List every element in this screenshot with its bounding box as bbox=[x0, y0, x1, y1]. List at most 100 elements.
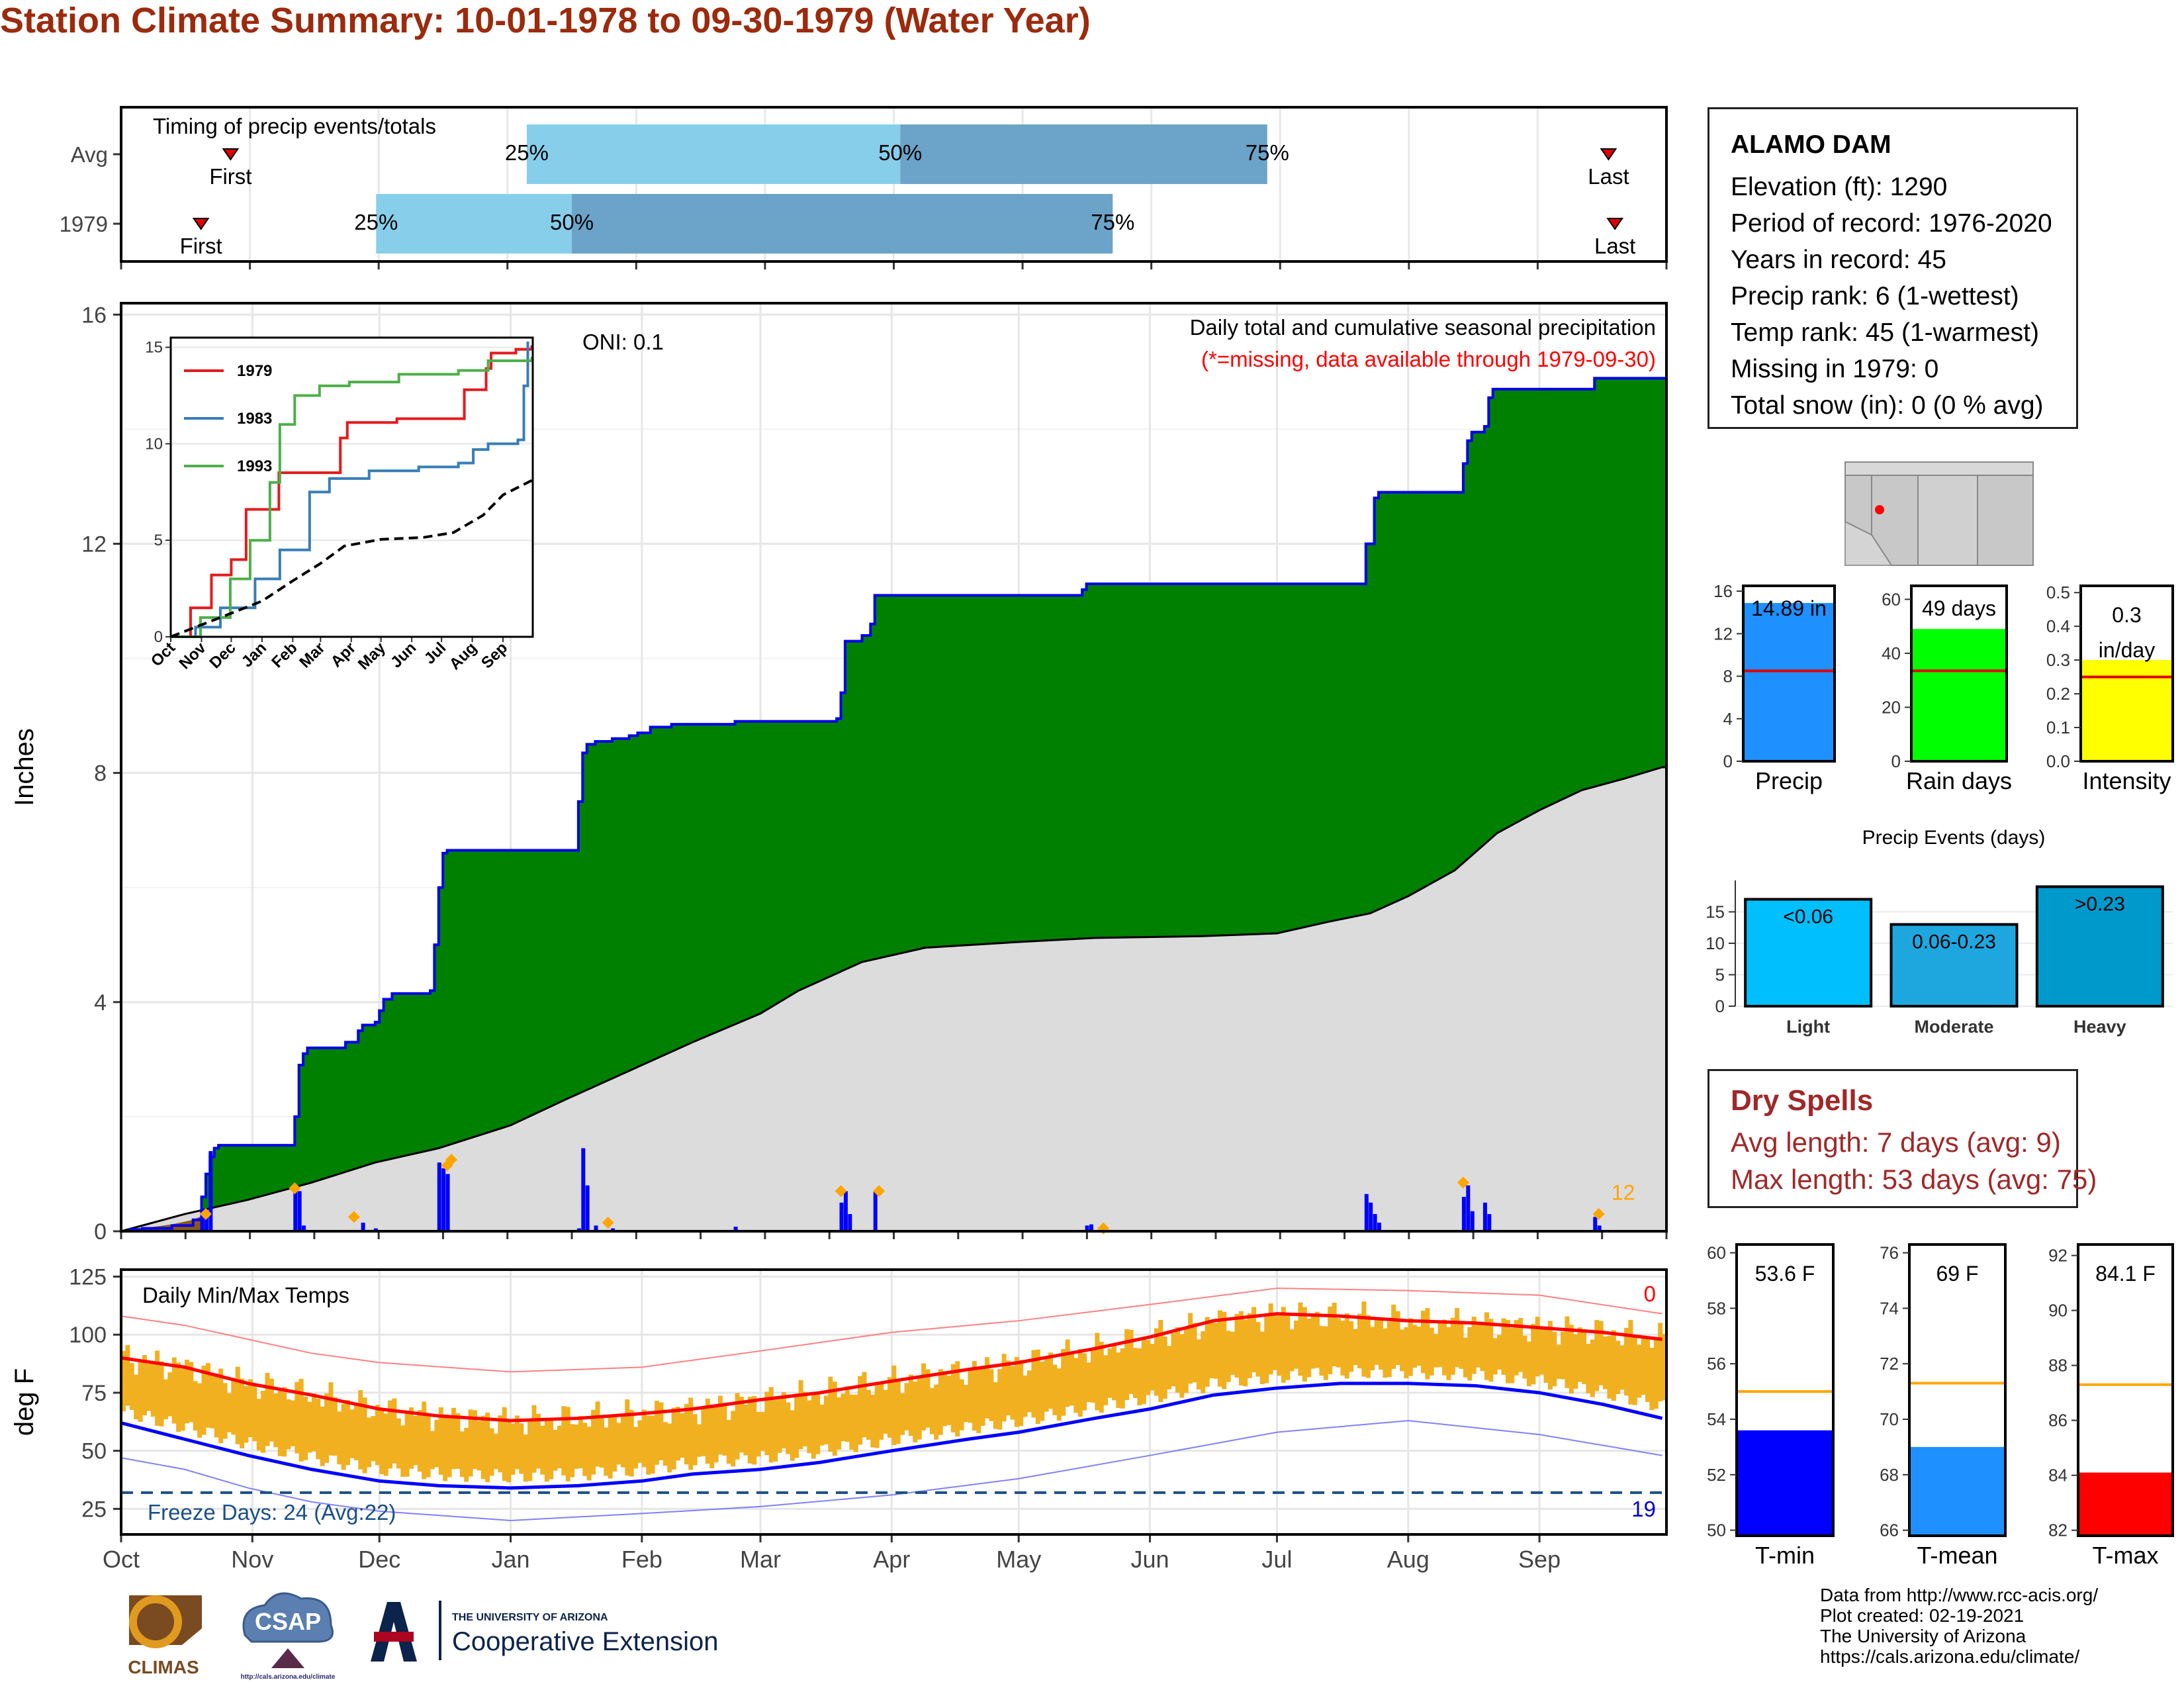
timing-first-label: First bbox=[209, 164, 251, 189]
daily-temp-range-bar bbox=[531, 1405, 537, 1473]
daily-temp-range-bar bbox=[1641, 1336, 1646, 1395]
daily-temp-range-bar bbox=[862, 1372, 867, 1438]
precip-summary-1-ytick-label: 40 bbox=[1882, 643, 1901, 663]
daily-temp-range-bar bbox=[768, 1387, 774, 1463]
daily-temp-range-bar bbox=[917, 1378, 922, 1440]
daily-temp-range-bar bbox=[252, 1384, 257, 1442]
daily-temp-range-bar bbox=[138, 1362, 143, 1422]
daily-temp-range-bar bbox=[895, 1380, 901, 1444]
daily-temp-range-bar bbox=[1446, 1327, 1451, 1380]
csap-url: http://cals.arizona.edu/climate bbox=[241, 1673, 336, 1681]
temp-ylabel: deg F bbox=[10, 1368, 39, 1436]
precip-summary-value-label: 14.89 in bbox=[1751, 596, 1827, 620]
precip-frame bbox=[120, 302, 1668, 1233]
daily-temp-range-bar bbox=[472, 1410, 477, 1470]
daily-temp-range-bar bbox=[1336, 1318, 1342, 1368]
daily-temp-range-bar bbox=[1586, 1343, 1591, 1393]
daily-temp-range-bar bbox=[1103, 1355, 1109, 1405]
daily-temp-range-bar bbox=[392, 1398, 397, 1464]
daily-temp-range-bar bbox=[599, 1418, 604, 1468]
daily-temp-range-bar bbox=[159, 1361, 164, 1427]
inset-series-line bbox=[171, 345, 533, 638]
daily-temp-range-bar bbox=[1048, 1352, 1053, 1409]
daily-temp-range-bar bbox=[565, 1407, 570, 1481]
daily-temp-range-bar bbox=[1649, 1348, 1655, 1411]
daily-temp-range-bar bbox=[1556, 1344, 1561, 1380]
daily-temp-range-bar bbox=[786, 1402, 791, 1454]
daily-temp-range-bar bbox=[383, 1413, 388, 1476]
daily-temp-range-bar bbox=[637, 1420, 643, 1463]
daily-temp-range-bar bbox=[125, 1344, 130, 1406]
inset-frame bbox=[169, 336, 534, 638]
daily-temp-range-bar bbox=[1637, 1344, 1642, 1398]
daily-temp-range-bar bbox=[307, 1401, 312, 1453]
daily-temp-range-bar bbox=[362, 1397, 367, 1474]
precip-summary-2-ytick-label: 0.2 bbox=[2046, 684, 2070, 704]
temp-summary-0-ytick-label: 56 bbox=[1707, 1354, 1726, 1374]
daily-temp-range-bar bbox=[1573, 1334, 1578, 1389]
daily-precip-bar bbox=[437, 1162, 441, 1231]
daily-temp-range-bar bbox=[1323, 1326, 1328, 1380]
daily-temp-range-bar bbox=[891, 1365, 897, 1445]
daily-precip-bar bbox=[302, 1225, 306, 1231]
precip-summary-1-ytick-label: 60 bbox=[1882, 589, 1901, 609]
precip-ytick-label: 0 bbox=[94, 1219, 107, 1244]
daily-temp-range-bar bbox=[1179, 1334, 1185, 1398]
daily-temp-range-bar bbox=[1192, 1323, 1197, 1383]
daily-temp-range-bar bbox=[879, 1383, 884, 1440]
daily-precip-bar bbox=[848, 1214, 852, 1231]
daily-temp-range-bar bbox=[214, 1373, 219, 1438]
daily-precip-bar bbox=[441, 1168, 446, 1231]
daily-temp-range-bar bbox=[752, 1396, 757, 1465]
daily-temp-range-bar bbox=[625, 1399, 630, 1476]
daily-precip-bar bbox=[1597, 1225, 1602, 1231]
precip-summary-value-unit: in/day bbox=[2099, 638, 2155, 662]
daily-temp-range-bar bbox=[443, 1414, 448, 1481]
average-tmax-line bbox=[120, 1312, 1662, 1423]
temp-xtick-label: Jul bbox=[1261, 1546, 1292, 1573]
daily-temp-range-bar bbox=[1082, 1353, 1087, 1411]
precip-ytick-label: 4 bbox=[94, 990, 107, 1015]
daily-temp-range-bar bbox=[629, 1410, 634, 1477]
timing-bar-second-half bbox=[572, 194, 1113, 254]
record-precip-marker bbox=[835, 1185, 847, 1197]
daily-temp-range-bar bbox=[688, 1397, 694, 1470]
daily-temp-range-bar bbox=[705, 1398, 710, 1464]
daily-temp-range-bar bbox=[849, 1394, 854, 1450]
daily-temp-range-bar bbox=[608, 1417, 613, 1479]
daily-temp-range-bar bbox=[938, 1369, 943, 1435]
daily-temp-range-bar bbox=[1141, 1336, 1146, 1405]
daily-temp-range-bar bbox=[612, 1415, 617, 1472]
daily-temp-range-bar bbox=[493, 1433, 498, 1470]
credit-source: Data from http://www.rcc-acis.org/ bbox=[1820, 1585, 2099, 1605]
daily-temp-range-bar bbox=[400, 1425, 406, 1477]
daily-temp-range-bar bbox=[535, 1413, 541, 1469]
daily-temp-range-bar bbox=[409, 1407, 414, 1469]
daily-temp-range-bar bbox=[1023, 1375, 1028, 1417]
daily-temp-range-bar bbox=[844, 1386, 850, 1442]
precip-summary-2-ytick-label: 0.5 bbox=[2046, 583, 2070, 602]
temp-summary-2-ytick-label: 82 bbox=[2048, 1521, 2068, 1540]
precip-event-category: Moderate bbox=[1914, 1017, 1993, 1037]
daily-temp-range-bar bbox=[1069, 1352, 1074, 1406]
daily-temp-range-bar bbox=[980, 1366, 985, 1426]
daily-temp-range-bar bbox=[1052, 1364, 1058, 1415]
precip-summary-0-ytick-label: 4 bbox=[1723, 709, 1733, 729]
daily-temp-range-bar bbox=[277, 1390, 283, 1456]
daily-precip-bar bbox=[208, 1150, 213, 1231]
precip-summary-1-value-bar bbox=[1911, 629, 2007, 761]
temp-summary-2-ytick-label: 88 bbox=[2048, 1356, 2068, 1376]
timing-p75-label: 75% bbox=[1091, 210, 1134, 234]
daily-temp-range-bar bbox=[1603, 1336, 1608, 1389]
temp-summary-1-axis-label: T-mean bbox=[1917, 1542, 1997, 1569]
record-precip-marker bbox=[199, 1208, 212, 1221]
timing-title: Timing of precip events/totals bbox=[153, 114, 436, 138]
daily-temp-range-bar bbox=[1374, 1319, 1379, 1365]
precip-summary-2-ytick-label: 0.4 bbox=[2046, 616, 2070, 636]
daily-temp-range-bar bbox=[1450, 1317, 1455, 1375]
temp-summary-0-value-bar bbox=[1737, 1430, 1833, 1536]
daily-temp-range-bar bbox=[680, 1413, 685, 1458]
daily-temp-range-bar bbox=[760, 1411, 765, 1451]
daily-precip-bar bbox=[1461, 1197, 1466, 1231]
daily-temp-range-bar bbox=[1294, 1320, 1299, 1369]
